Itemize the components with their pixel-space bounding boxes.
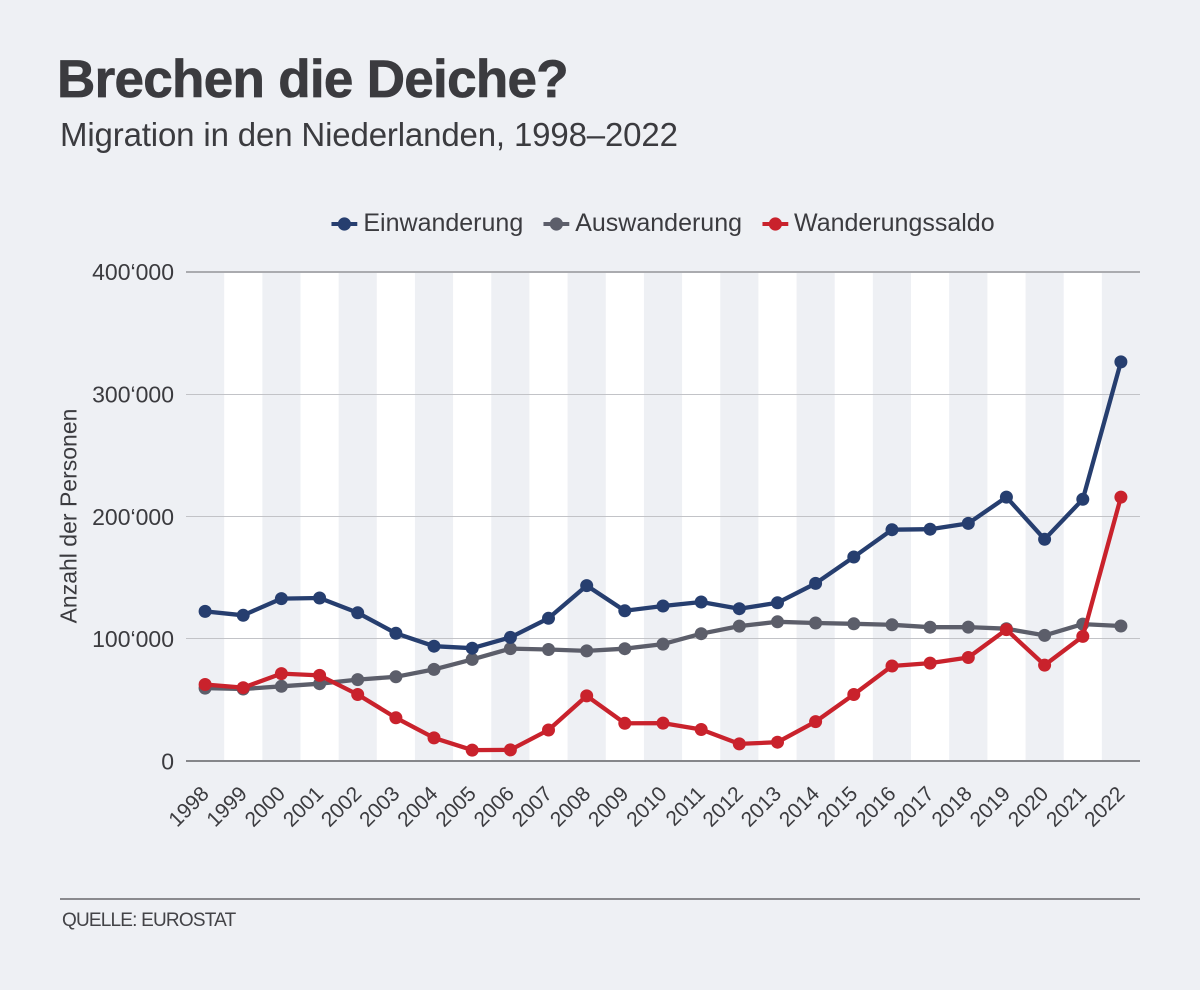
svg-text:2003: 2003 (355, 782, 404, 831)
svg-text:2016: 2016 (851, 782, 900, 831)
svg-text:2020: 2020 (1004, 782, 1053, 831)
svg-text:2017: 2017 (889, 782, 938, 831)
svg-text:2013: 2013 (737, 782, 786, 831)
svg-text:2014: 2014 (775, 782, 825, 832)
svg-text:2000: 2000 (241, 782, 290, 831)
svg-text:2001: 2001 (279, 782, 328, 831)
svg-text:2005: 2005 (431, 782, 480, 831)
svg-text:0: 0 (161, 749, 174, 775)
svg-text:2022: 2022 (1080, 782, 1129, 831)
svg-text:1998: 1998 (164, 782, 213, 831)
svg-text:2009: 2009 (584, 782, 633, 831)
svg-text:2021: 2021 (1042, 782, 1091, 831)
svg-text:300‘000: 300‘000 (92, 382, 174, 408)
svg-text:2012: 2012 (699, 782, 748, 831)
svg-text:2007: 2007 (508, 782, 557, 831)
svg-text:400‘000: 400‘000 (92, 259, 174, 285)
svg-text:2018: 2018 (928, 782, 977, 831)
svg-text:2002: 2002 (317, 782, 366, 831)
svg-text:2019: 2019 (966, 782, 1015, 831)
svg-text:2010: 2010 (622, 782, 671, 831)
svg-text:1999: 1999 (202, 782, 251, 831)
svg-text:2006: 2006 (470, 782, 519, 831)
svg-text:2008: 2008 (546, 782, 595, 831)
svg-text:100‘000: 100‘000 (92, 626, 174, 652)
svg-text:2011: 2011 (662, 782, 710, 830)
svg-text:2004: 2004 (393, 782, 443, 832)
svg-text:2015: 2015 (813, 782, 862, 831)
svg-text:200‘000: 200‘000 (92, 504, 174, 530)
svg-text:Anzahl der Personen: Anzahl der Personen (56, 409, 82, 624)
